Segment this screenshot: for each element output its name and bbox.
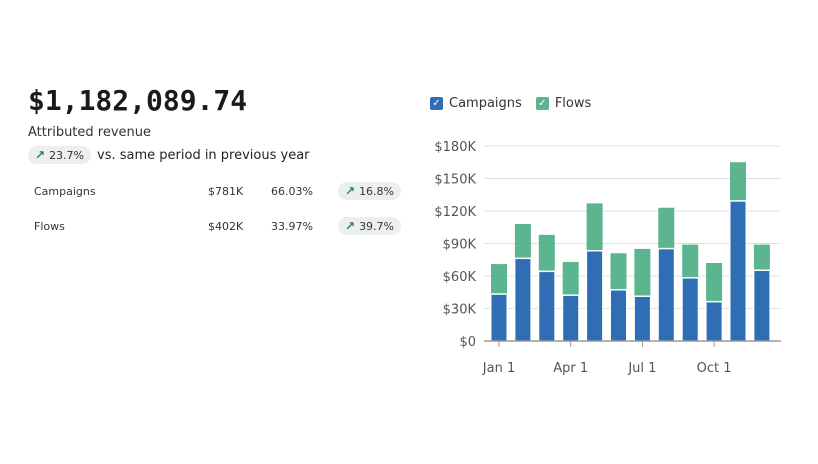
bar-campaigns: [514, 258, 532, 342]
bar-campaigns: [490, 293, 508, 342]
bar-flows: [491, 264, 507, 294]
checkbox-checked-icon[interactable]: ✓: [430, 97, 443, 110]
bar-campaigns: [633, 296, 651, 342]
change-badge: ↗ 16.8%: [338, 182, 402, 200]
x-tick-label: Oct 1: [697, 361, 732, 376]
change-text: vs. same period in previous year: [97, 147, 310, 163]
bar-campaigns: [562, 294, 580, 342]
yoy-change: ↗ 23.7% vs. same period in previous year: [28, 146, 310, 164]
total-label: Attributed revenue: [28, 125, 152, 140]
breakdown-row-flows: Flows $402K 33.97% ↗ 39.7%: [34, 217, 406, 237]
y-tick-label: $150K: [434, 173, 476, 188]
bar-flows: [562, 261, 579, 295]
bar-flows: [753, 244, 770, 270]
bar-flows: [514, 224, 531, 258]
bar-flows: [538, 234, 555, 271]
legend-flows[interactable]: ✓ Flows: [535, 96, 591, 111]
chart-legend: ✓ Campaigns ✓ Flows: [430, 96, 591, 111]
bar-campaigns: [657, 248, 675, 342]
x-tick-label: Jan 1: [482, 361, 515, 376]
y-tick-label: $30K: [443, 303, 477, 318]
bar-campaigns: [681, 277, 699, 342]
bar-flows: [706, 263, 723, 301]
x-tick-label: Apr 1: [553, 361, 588, 376]
legend-campaigns[interactable]: ✓ Campaigns: [430, 96, 522, 111]
y-tick-label: $180K: [434, 140, 476, 155]
bar-flows: [634, 248, 651, 296]
bar-flows: [730, 162, 746, 201]
bar-campaigns: [753, 270, 771, 342]
y-tick-label: $60K: [443, 270, 477, 285]
trend-up-icon: ↗: [345, 219, 356, 233]
bar-campaigns: [538, 271, 556, 342]
x-tick-label: Jul 1: [627, 361, 656, 376]
bar-flows: [658, 207, 675, 248]
trend-up-icon: ↗: [35, 148, 46, 162]
y-tick-label: $120K: [434, 205, 476, 220]
y-tick-label: $90K: [443, 238, 477, 253]
bar-campaigns: [729, 200, 747, 342]
checkbox-checked-icon[interactable]: ✓: [535, 97, 549, 110]
breakdown-row-campaigns: Campaigns $781K 66.03% ↗ 16.8%: [34, 182, 406, 202]
trend-up-icon: ↗: [345, 184, 356, 198]
bar-flows: [610, 253, 627, 289]
change-badge: ↗ 23.7%: [28, 146, 92, 164]
bar-campaigns: [586, 250, 604, 342]
bar-campaigns: [610, 289, 627, 342]
total-revenue: $1,182,089.74: [28, 84, 248, 117]
bar-campaigns: [705, 301, 723, 342]
y-tick-label: $0: [459, 335, 476, 350]
change-badge: ↗ 39.7%: [338, 217, 402, 235]
bar-flows: [682, 244, 699, 278]
bar-flows: [586, 203, 603, 250]
